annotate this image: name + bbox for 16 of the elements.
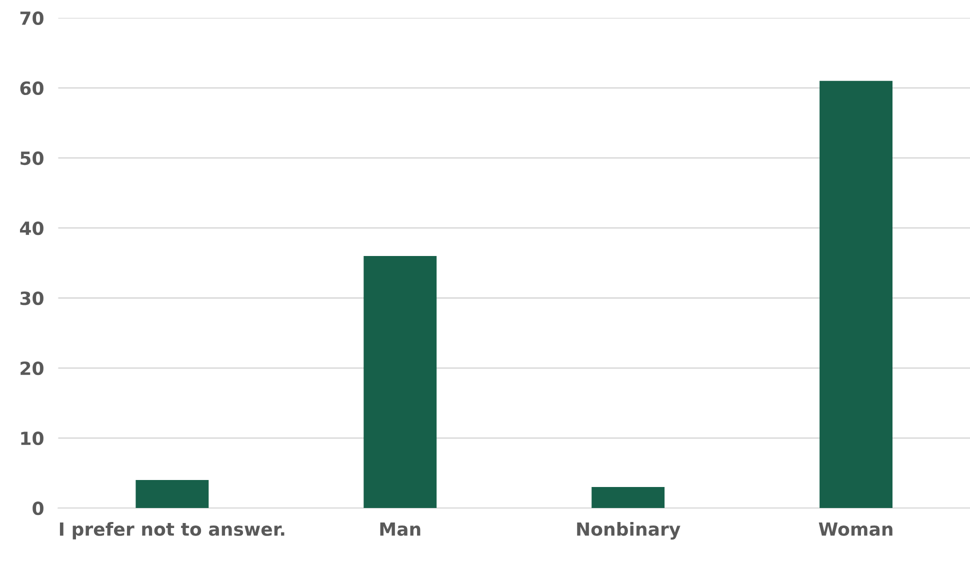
bar: [820, 80, 892, 508]
y-tick-label: 20: [20, 361, 44, 376]
y-tick-label: 70: [20, 11, 44, 26]
y-tick-label: 10: [21, 432, 44, 446]
bar: [364, 256, 437, 508]
x-tick-label: I prefer not to answer.: [60, 522, 284, 540]
y-tick-label: 50: [20, 151, 44, 166]
y-tick-label: 60: [20, 81, 44, 96]
bar: [136, 480, 209, 508]
x-tick-label: Nonbinary: [577, 522, 680, 540]
x-tick-label: Man: [380, 522, 420, 536]
x-tick-label: Woman: [818, 522, 892, 536]
y-tick-label: 0: [32, 502, 44, 516]
y-tick-label: 30: [20, 291, 44, 306]
y-tick-label: 40: [20, 221, 44, 236]
bar: [592, 487, 665, 508]
